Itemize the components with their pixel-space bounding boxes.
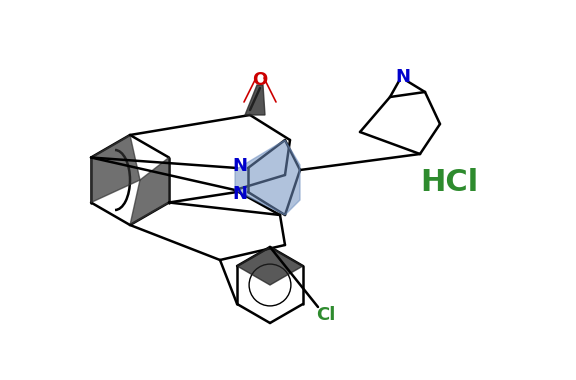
Text: Cl: Cl [316,306,336,324]
Text: HCl: HCl [420,168,479,197]
Polygon shape [130,157,169,225]
Polygon shape [235,140,300,215]
Polygon shape [237,247,303,285]
Text: O: O [252,71,268,89]
Polygon shape [245,85,265,115]
Text: N: N [233,185,248,203]
Polygon shape [91,135,140,203]
Text: N: N [233,157,248,175]
Text: N: N [396,68,411,86]
